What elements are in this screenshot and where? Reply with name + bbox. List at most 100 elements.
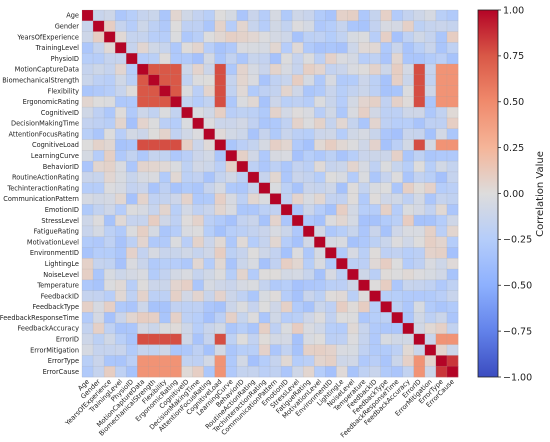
heatmap-cell xyxy=(336,117,348,130)
heatmap-cell xyxy=(137,312,149,324)
heatmap-cell xyxy=(270,344,282,356)
heatmap-cell xyxy=(435,150,448,162)
heatmap-cell xyxy=(303,117,315,130)
heatmap-cell xyxy=(380,366,392,378)
heatmap-cell xyxy=(203,10,216,22)
heatmap-cell xyxy=(314,193,326,205)
heatmap-cell xyxy=(258,366,271,378)
heatmap-cell xyxy=(104,225,116,237)
heatmap-cell xyxy=(93,333,105,345)
heatmap-cell xyxy=(137,333,149,345)
heatmap-cell xyxy=(281,63,293,76)
heatmap-cell xyxy=(446,269,459,281)
heatmap-cell xyxy=(325,107,337,119)
heatmap-cell xyxy=(314,279,326,291)
heatmap-cell xyxy=(402,279,415,291)
heatmap-cell xyxy=(192,20,204,32)
heatmap-cell xyxy=(446,10,459,22)
heatmap-cell xyxy=(236,323,249,335)
heatmap-cell xyxy=(148,193,160,205)
heatmap-cell xyxy=(435,247,448,259)
heatmap-cell xyxy=(236,344,249,356)
heatmap-cell xyxy=(347,333,359,345)
heatmap-cell xyxy=(413,74,426,86)
heatmap-cell xyxy=(225,96,238,108)
heatmap-cell xyxy=(104,323,116,335)
heatmap-cell xyxy=(192,366,204,378)
heatmap-cell xyxy=(347,10,359,22)
heatmap-cell xyxy=(126,182,138,194)
heatmap-cell xyxy=(192,85,204,97)
heatmap-cell xyxy=(325,215,337,227)
heatmap-cell xyxy=(314,355,326,367)
heatmap-cell xyxy=(214,323,227,335)
heatmap-cell xyxy=(214,171,227,183)
heatmap-cell xyxy=(181,225,193,237)
heatmap-cell xyxy=(82,150,94,162)
heatmap-cell xyxy=(170,139,182,151)
heatmap-cell xyxy=(181,139,193,151)
heatmap-cell xyxy=(247,10,260,22)
heatmap-cell xyxy=(435,355,448,367)
heatmap-cell xyxy=(369,85,381,97)
heatmap-cell xyxy=(159,193,171,205)
heatmap-cell xyxy=(402,53,415,65)
heatmap-cell xyxy=(347,182,359,194)
heatmap-cell xyxy=(236,53,249,65)
heatmap-cell xyxy=(258,182,271,194)
heatmap-cell xyxy=(435,31,448,43)
heatmap-cell xyxy=(314,182,326,194)
heatmap-cell xyxy=(225,269,238,281)
heatmap-cell xyxy=(303,215,315,227)
heatmap-cell xyxy=(181,74,193,86)
heatmap-cell xyxy=(391,74,404,86)
heatmap-cell xyxy=(391,290,404,302)
heatmap-cell xyxy=(181,236,193,248)
colorbar: 1.00 0.75 0.50 0.25 0.00 −0.25 −0.50 −0.75 −1.00… xyxy=(477,5,546,383)
heatmap-cell xyxy=(314,117,326,130)
heatmap-cell xyxy=(369,193,381,205)
heatmap-cell xyxy=(446,31,459,43)
heatmap-cell xyxy=(225,355,238,367)
y-tick-label: FeedbackID xyxy=(41,292,79,300)
heatmap-cell xyxy=(358,279,370,291)
y-tick-label: CognitiveLoad xyxy=(32,141,79,149)
heatmap-cell xyxy=(413,117,426,130)
heatmap-cell xyxy=(203,269,216,281)
heatmap-cell xyxy=(424,236,437,248)
heatmap-cell xyxy=(303,333,315,345)
heatmap-cell xyxy=(446,20,459,32)
heatmap-cell xyxy=(292,323,304,335)
heatmap-cell xyxy=(292,236,304,248)
heatmap-cell xyxy=(159,236,171,248)
heatmap-cell xyxy=(336,247,348,259)
heatmap-cell xyxy=(93,74,105,86)
heatmap-cell xyxy=(424,290,437,302)
heatmap-cell xyxy=(391,85,404,97)
heatmap-cell xyxy=(369,128,381,140)
heatmap-cell xyxy=(203,20,216,32)
heatmap-cell xyxy=(325,258,337,270)
heatmap-cell xyxy=(247,323,260,335)
heatmap-cell xyxy=(325,10,337,22)
heatmap-cell xyxy=(159,74,171,86)
heatmap-cell xyxy=(402,225,415,237)
heatmap-cell xyxy=(214,42,227,54)
heatmap-cell xyxy=(446,366,459,378)
heatmap-cell xyxy=(225,139,238,151)
heatmap-cell xyxy=(380,269,392,281)
heatmap-cell xyxy=(325,290,337,302)
heatmap-cell xyxy=(170,312,182,324)
heatmap-cell xyxy=(203,117,216,130)
heatmap-cell xyxy=(281,236,293,248)
heatmap-cell xyxy=(336,171,348,183)
heatmap-cell xyxy=(270,301,282,313)
y-tick-label: ErrorType xyxy=(48,357,79,365)
heatmap-cell xyxy=(446,236,459,248)
heatmap-cell xyxy=(137,20,149,32)
heatmap-cell xyxy=(258,204,271,216)
heatmap-cell xyxy=(325,344,337,356)
heatmap-cell xyxy=(170,204,182,216)
heatmap-cell xyxy=(347,193,359,205)
heatmap-cell xyxy=(258,117,271,130)
